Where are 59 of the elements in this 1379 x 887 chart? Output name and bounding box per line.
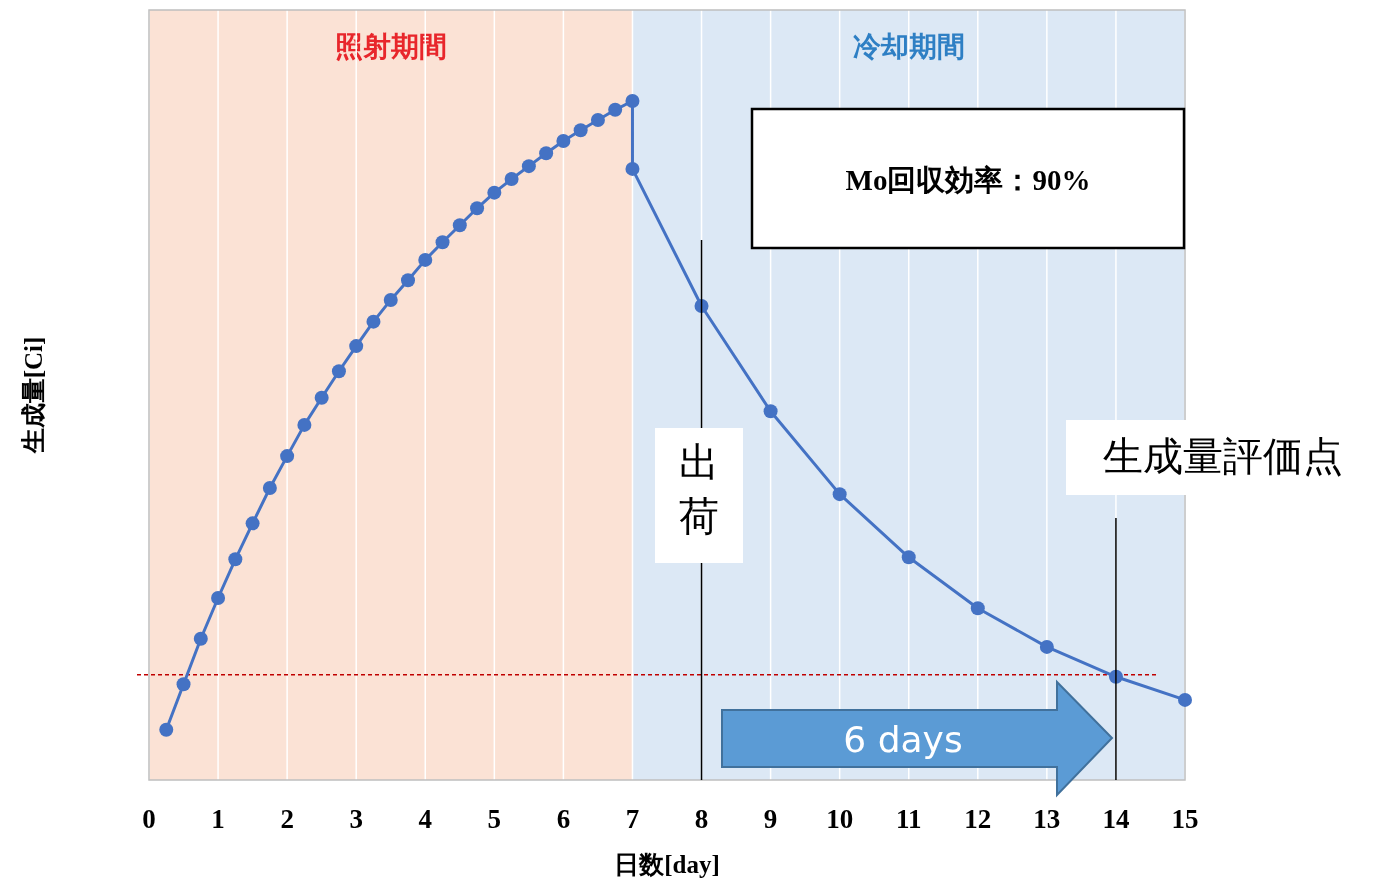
point — [383, 292, 398, 307]
point — [832, 487, 847, 502]
point — [193, 631, 208, 646]
point — [297, 417, 312, 432]
point — [1039, 639, 1054, 654]
x-tick-label: 15 — [1171, 804, 1199, 834]
point — [470, 201, 485, 216]
x-tick-label: 10 — [826, 804, 854, 834]
point — [366, 314, 381, 329]
point — [625, 161, 640, 176]
point — [349, 339, 364, 354]
point — [487, 185, 502, 200]
x-tick-label: 3 — [349, 804, 363, 834]
point — [573, 123, 588, 138]
point — [211, 591, 226, 606]
point — [435, 235, 450, 250]
point — [590, 113, 605, 127]
point — [763, 404, 778, 419]
point — [625, 93, 640, 108]
annotation: Mo回収効率：90% — [845, 164, 1091, 196]
x-tick-label: 9 — [763, 804, 778, 834]
y-axis-title: 生成量[Ci] — [20, 336, 47, 455]
point — [245, 516, 260, 531]
point — [228, 552, 243, 567]
ref-line-label: 出荷 — [679, 439, 719, 539]
x-tick-label: 13 — [1033, 804, 1061, 834]
x-tick-label: 12 — [964, 804, 992, 834]
point — [280, 449, 295, 464]
point — [608, 102, 623, 117]
point — [901, 550, 916, 565]
point — [504, 172, 519, 187]
point — [452, 218, 467, 233]
point — [331, 364, 346, 379]
point — [556, 134, 571, 149]
annotation: 6 days — [843, 719, 963, 760]
point — [1178, 692, 1192, 707]
point — [401, 273, 415, 288]
x-axis-title: 日数[day] — [614, 851, 720, 878]
x-tick-label: 7 — [625, 804, 640, 834]
ref-line-label: 生成量評価点 — [1102, 433, 1343, 479]
point — [176, 677, 191, 692]
x-tick-label: 1 — [211, 804, 225, 834]
point — [539, 146, 554, 161]
x-tick-label: 11 — [895, 804, 922, 834]
x-tick-label: 14 — [1102, 804, 1130, 834]
point — [159, 722, 174, 737]
band-label: 冷却期間 — [852, 31, 965, 62]
band-label: 照射期間 — [334, 31, 447, 62]
x-tick-label: 5 — [487, 804, 502, 834]
point — [521, 159, 536, 174]
point — [262, 481, 277, 496]
x-tick-label: 8 — [694, 804, 709, 834]
x-tick-label: 0 — [142, 804, 156, 834]
x-tick-label: 6 — [556, 804, 571, 834]
x-tick-label: 4 — [418, 804, 433, 834]
point — [314, 390, 329, 405]
point — [418, 252, 433, 267]
x-tick-label: 2 — [280, 804, 294, 834]
point — [970, 601, 985, 616]
